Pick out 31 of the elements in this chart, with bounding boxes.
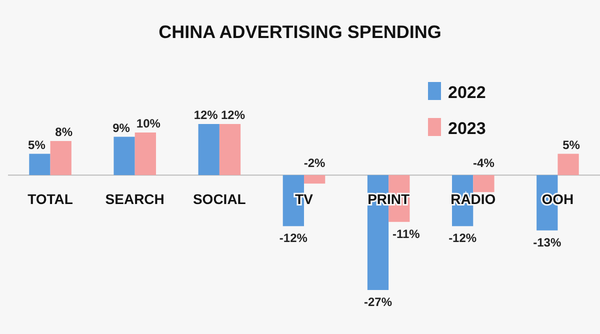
bar [50,141,72,176]
legend-label: 2022 [448,83,486,102]
data-label: -12% [279,231,308,246]
bar [558,154,579,176]
x-tick-label: TOTAL [28,191,74,208]
bar [198,124,220,176]
bar [219,124,241,176]
bar [134,132,156,176]
x-tick-label: SEARCH [105,191,164,208]
data-label: -4% [473,156,495,170]
data-label: 5% [28,138,46,152]
x-tick-label: OOH [542,191,574,208]
data-label: 12% [194,108,218,122]
data-label: 5% [562,138,580,152]
data-label: 12% [220,108,246,122]
data-label: -27% [364,295,392,309]
bar [473,175,494,192]
data-label: -12% [448,231,477,246]
data-label: -11% [392,226,420,241]
bar [304,175,326,184]
legend-label: 2023 [448,119,486,138]
data-label: 8% [55,125,73,140]
chart-title: CHINA ADVERTISING SPENDING [158,22,442,42]
data-label: 9% [112,120,130,135]
bar [29,154,50,176]
x-tick-label: SOCIAL [192,191,246,208]
data-label: -2% [304,156,326,170]
bar [114,136,135,176]
data-label: -13% [533,235,562,250]
data-label: 10% [136,116,161,131]
x-tick-label: TV [295,191,314,208]
